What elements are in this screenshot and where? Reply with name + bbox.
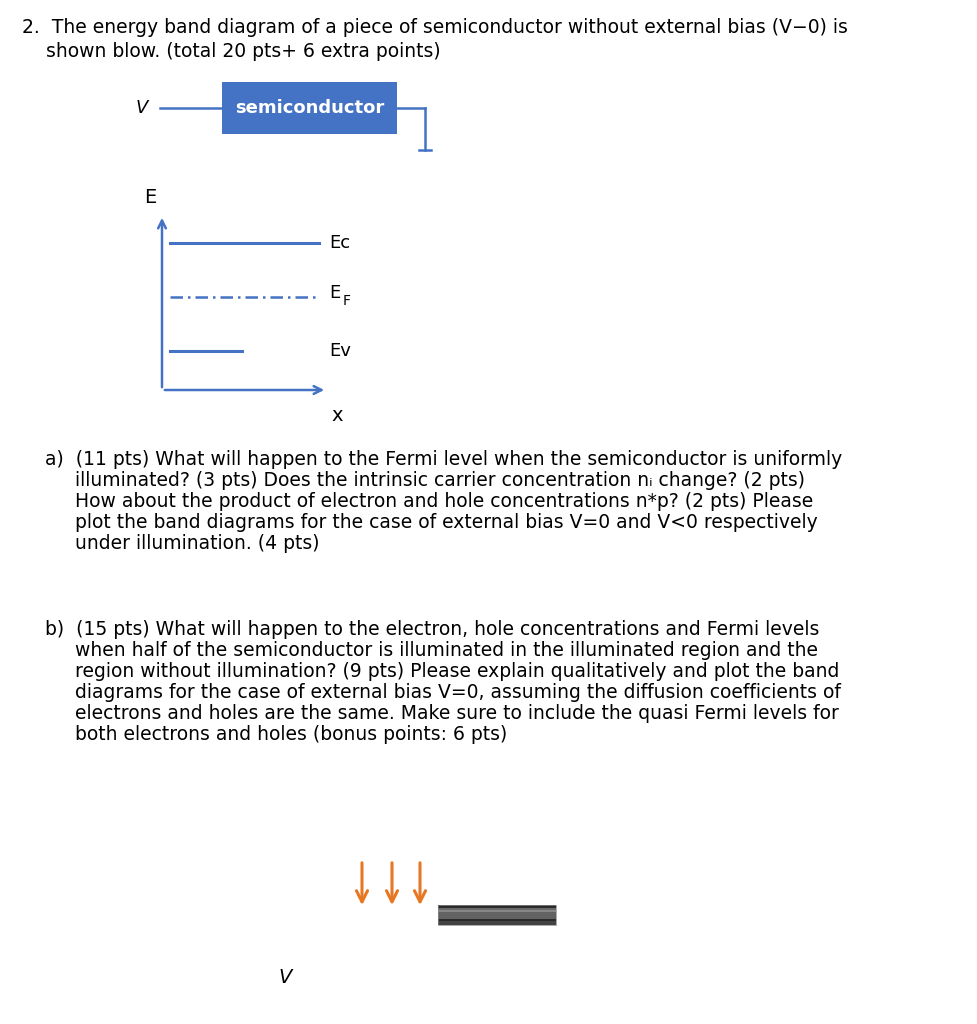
Text: diagrams for the case of external bias V=0, assuming the diffusion coefficients : diagrams for the case of external bias V…: [45, 683, 840, 702]
Text: both electrons and holes (bonus points: 6 pts): both electrons and holes (bonus points: …: [45, 725, 507, 744]
Text: V: V: [278, 968, 291, 987]
Text: E: E: [328, 284, 340, 302]
Text: semiconductor: semiconductor: [234, 99, 384, 117]
Text: region without illumination? (9 pts) Please explain qualitatively and plot the b: region without illumination? (9 pts) Ple…: [45, 662, 838, 681]
Text: a)  (11 pts) What will happen to the Fermi level when the semiconductor is unifo: a) (11 pts) What will happen to the Ferm…: [45, 450, 841, 469]
Text: under illumination. (4 pts): under illumination. (4 pts): [45, 534, 319, 553]
Text: Ev: Ev: [328, 342, 351, 360]
Text: plot the band diagrams for the case of external bias V=0 and V<0 respectively: plot the band diagrams for the case of e…: [45, 513, 817, 532]
Text: E: E: [144, 188, 156, 207]
Text: How about the product of electron and hole concentrations n*p? (2 pts) Please: How about the product of electron and ho…: [45, 492, 813, 511]
Text: shown blow. (total 20 pts+ 6 extra points): shown blow. (total 20 pts+ 6 extra point…: [21, 42, 441, 61]
Text: electrons and holes are the same. Make sure to include the quasi Fermi levels fo: electrons and holes are the same. Make s…: [45, 705, 838, 723]
Text: V: V: [136, 99, 148, 117]
Text: 2.  The energy band diagram of a piece of semiconductor without external bias (V: 2. The energy band diagram of a piece of…: [21, 18, 847, 37]
Text: b)  (15 pts) What will happen to the electron, hole concentrations and Fermi lev: b) (15 pts) What will happen to the elec…: [45, 620, 819, 639]
Text: illuminated? (3 pts) Does the intrinsic carrier concentration nᵢ change? (2 pts): illuminated? (3 pts) Does the intrinsic …: [45, 471, 804, 490]
Bar: [438, 921, 556, 925]
Bar: [438, 905, 556, 925]
Text: F: F: [343, 294, 351, 308]
Bar: [438, 910, 556, 919]
Text: when half of the semiconductor is illuminated in the illuminated region and the: when half of the semiconductor is illumi…: [45, 641, 817, 660]
Bar: [222, 82, 397, 134]
Bar: [438, 905, 556, 925]
Text: Ec: Ec: [328, 234, 350, 252]
Text: x: x: [330, 406, 342, 425]
Bar: [438, 908, 556, 912]
